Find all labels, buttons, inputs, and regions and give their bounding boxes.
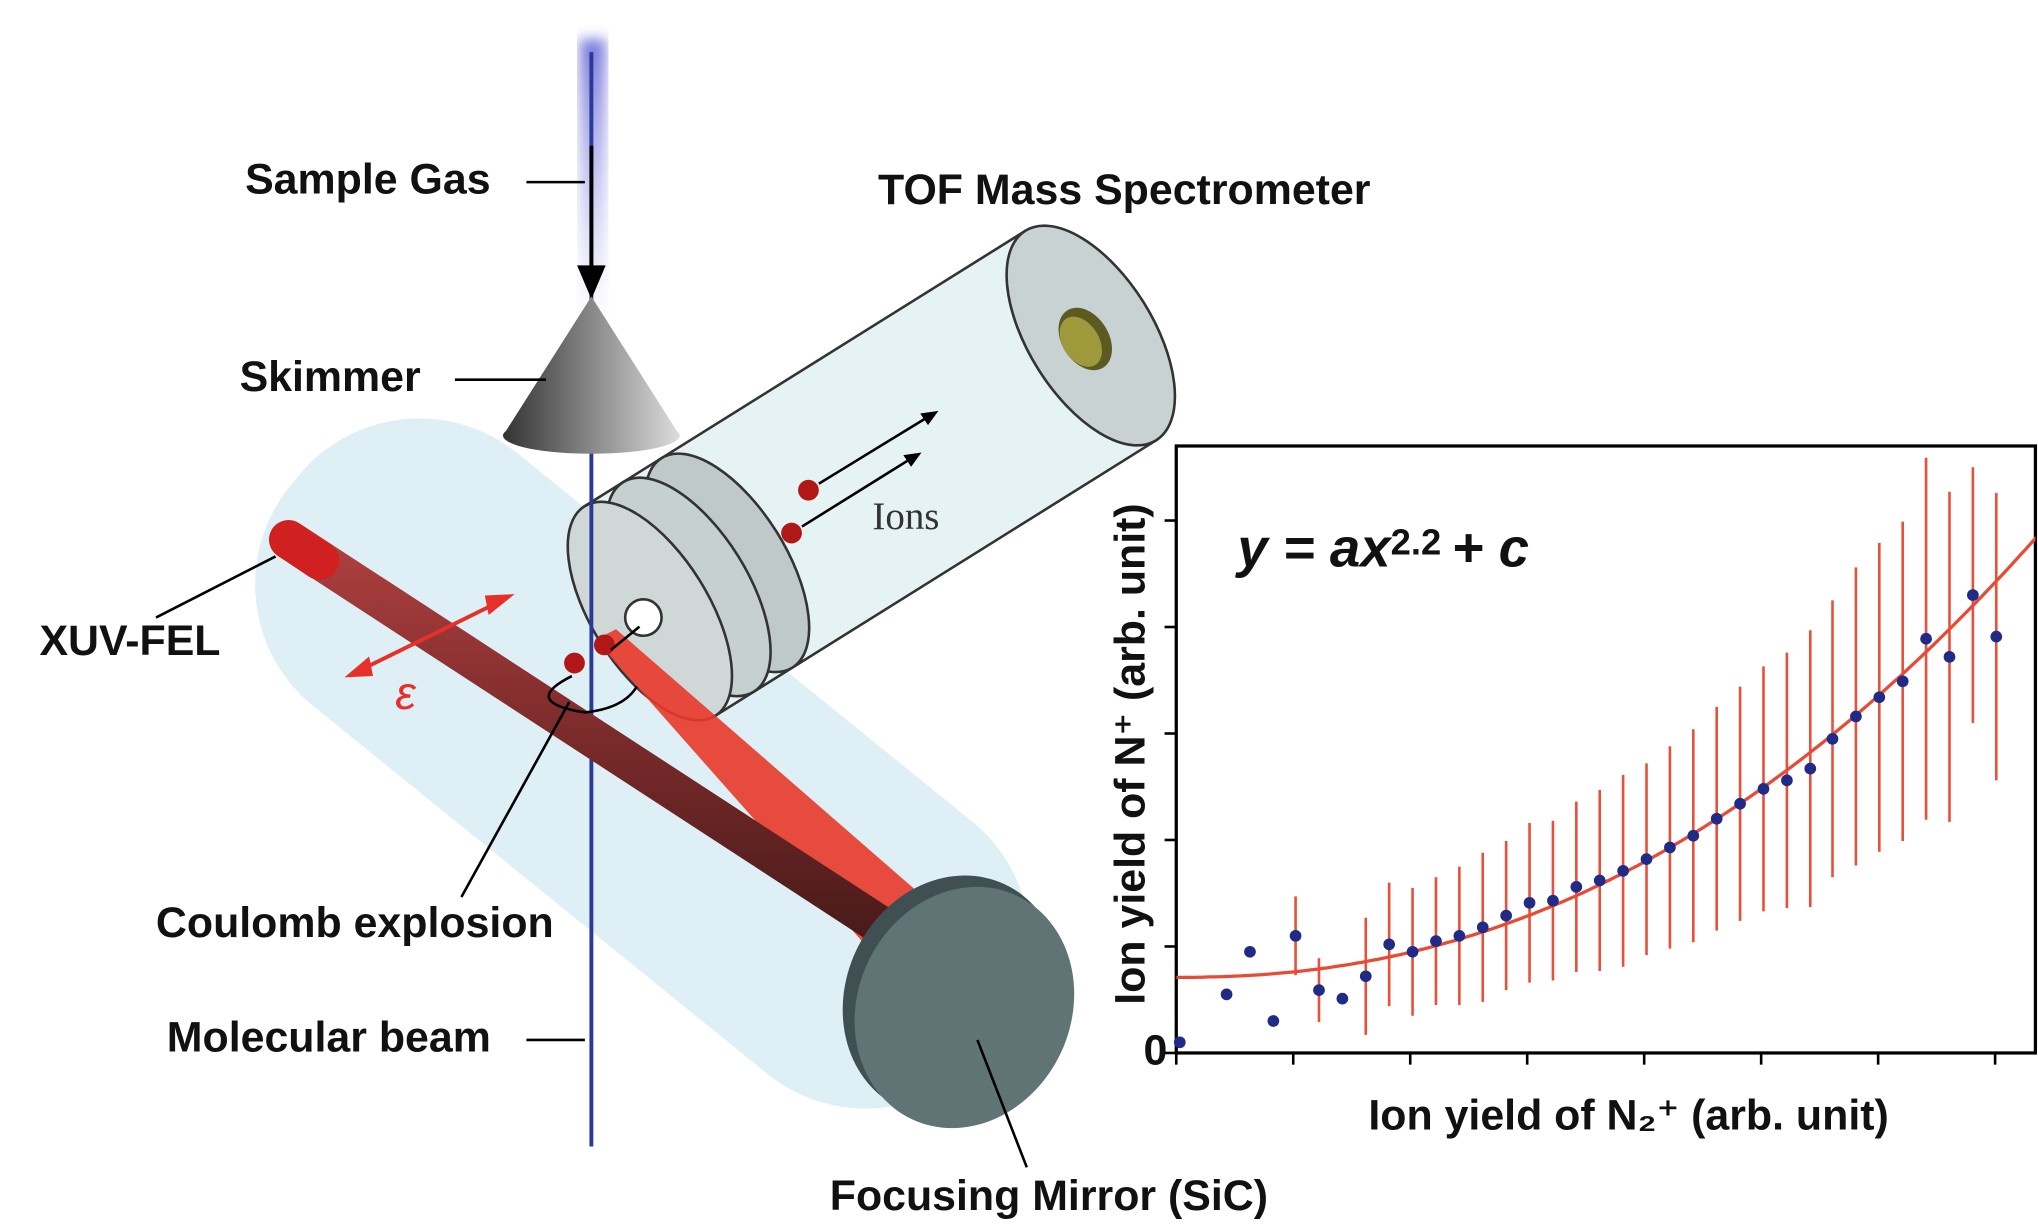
- origin-label: 0: [1144, 1026, 1168, 1074]
- fel-rod-end: [289, 540, 320, 561]
- data-point: [1500, 910, 1512, 922]
- label: Molecular beam: [167, 1013, 491, 1061]
- label: TOF Mass Spectrometer: [878, 166, 1371, 214]
- data-point: [1477, 921, 1489, 933]
- ion-dot: [781, 523, 802, 544]
- figure: Sample Gas TOF Mass Spectrometer Skimmer…: [0, 0, 2038, 1226]
- data-point: [1781, 775, 1793, 787]
- data-point: [1687, 830, 1699, 842]
- data-point: [1360, 970, 1372, 982]
- formula-exponent: 2.2: [1391, 521, 1442, 562]
- data-point: [1383, 938, 1395, 950]
- data-point: [1758, 783, 1770, 795]
- data-point: [1454, 930, 1466, 942]
- skimmer-cone: [503, 297, 680, 436]
- formula-lhs: y = ax: [1234, 518, 1393, 579]
- data-point: [1711, 813, 1723, 825]
- data-point: [1920, 633, 1932, 645]
- ion-dot: [798, 480, 819, 501]
- skimmer-base: [503, 417, 680, 453]
- label: XUV-FEL: [39, 617, 220, 665]
- data-point: [1430, 935, 1442, 947]
- data-point: [1664, 842, 1676, 854]
- label: Skimmer: [240, 353, 421, 401]
- label: Focusing Mirror (SiC): [830, 1172, 1268, 1220]
- ion-dot: [594, 634, 615, 655]
- data-point: [1244, 946, 1256, 958]
- data-point: [1174, 1036, 1186, 1048]
- data-point: [1990, 631, 2002, 643]
- page: Sample Gas TOF Mass Spectrometer Skimmer…: [0, 0, 2038, 1226]
- data-point: [1594, 875, 1606, 887]
- data-point: [1337, 993, 1349, 1005]
- label: Ions: [872, 495, 939, 538]
- formula-rhs: + c: [1452, 518, 1529, 579]
- data-point: [1641, 853, 1653, 865]
- x-axis-label: Ion yield of N₂⁺ (arb. unit): [1368, 1091, 1888, 1139]
- data-point: [1570, 881, 1582, 893]
- data-point: [1524, 897, 1536, 909]
- data-point: [1827, 733, 1839, 745]
- data-point: [1804, 763, 1816, 775]
- data-point: [1967, 589, 1979, 601]
- data-point: [1221, 989, 1233, 1001]
- label: Coulomb explosion: [156, 899, 554, 947]
- data-point: [1290, 930, 1302, 942]
- data-point: [1617, 865, 1629, 877]
- data-point: [1734, 798, 1746, 810]
- label: ε: [395, 667, 417, 719]
- label: Sample Gas: [245, 155, 490, 203]
- data-point: [1873, 691, 1885, 703]
- ion-dot: [564, 653, 585, 674]
- data-point: [1944, 651, 1956, 663]
- y-axis-label: Ion yield of N⁺ (arb. unit): [1107, 503, 1155, 1004]
- formula: y = ax2.2+ c: [1234, 518, 1529, 579]
- entrance-hole: [625, 599, 661, 635]
- data-point: [1313, 984, 1325, 996]
- data-point: [1407, 946, 1419, 958]
- data-point: [1897, 675, 1909, 687]
- data-point: [1850, 711, 1862, 723]
- data-point: [1268, 1015, 1280, 1027]
- data-point: [1547, 895, 1559, 907]
